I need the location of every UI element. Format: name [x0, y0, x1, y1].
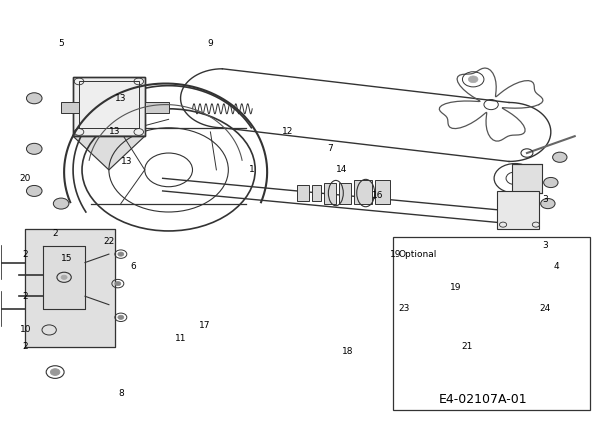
Text: 24: 24 — [539, 304, 550, 313]
Polygon shape — [25, 229, 115, 347]
Bar — [339, 182, 351, 204]
Bar — [297, 184, 309, 201]
Circle shape — [26, 93, 42, 104]
Text: 20: 20 — [20, 174, 31, 183]
Text: 2: 2 — [22, 342, 28, 351]
Text: 5: 5 — [58, 39, 64, 48]
Text: 13: 13 — [115, 94, 127, 103]
Polygon shape — [73, 136, 145, 170]
Bar — [312, 184, 321, 201]
Circle shape — [544, 178, 558, 187]
Circle shape — [118, 315, 124, 319]
Bar — [354, 180, 371, 204]
Circle shape — [53, 198, 69, 209]
Text: 19: 19 — [390, 250, 401, 259]
Text: 16: 16 — [372, 191, 383, 200]
Text: 2: 2 — [22, 250, 28, 259]
Text: 12: 12 — [283, 128, 294, 137]
Text: 3: 3 — [542, 241, 548, 250]
Circle shape — [61, 275, 67, 279]
Circle shape — [50, 369, 60, 375]
Bar — [374, 180, 389, 204]
Text: 17: 17 — [199, 321, 210, 330]
Text: 22: 22 — [103, 237, 115, 246]
Circle shape — [469, 76, 478, 83]
Text: E4-02107A-01: E4-02107A-01 — [439, 393, 527, 406]
Text: 14: 14 — [336, 165, 347, 174]
Bar — [497, 191, 539, 229]
Text: 13: 13 — [121, 157, 133, 166]
Bar — [61, 103, 79, 113]
Text: 19: 19 — [449, 283, 461, 292]
Text: 13: 13 — [109, 128, 121, 137]
Text: 15: 15 — [61, 254, 73, 263]
Text: 2: 2 — [22, 292, 28, 301]
Bar — [512, 164, 542, 193]
Text: 3: 3 — [542, 195, 548, 204]
Text: 6: 6 — [130, 262, 136, 271]
Text: 1: 1 — [250, 165, 255, 174]
Bar — [145, 103, 169, 113]
Bar — [324, 182, 336, 204]
Circle shape — [118, 252, 124, 256]
Text: 11: 11 — [175, 334, 187, 343]
Text: 23: 23 — [399, 304, 410, 313]
Text: 9: 9 — [208, 39, 213, 48]
Bar — [392, 237, 590, 410]
Text: 4: 4 — [554, 262, 560, 271]
Bar — [79, 81, 139, 128]
Text: 18: 18 — [342, 346, 353, 355]
Circle shape — [115, 282, 121, 286]
Bar — [73, 77, 145, 136]
Circle shape — [541, 198, 555, 209]
Circle shape — [26, 143, 42, 154]
Text: 21: 21 — [461, 342, 473, 351]
Text: 2: 2 — [52, 229, 58, 237]
Polygon shape — [43, 245, 85, 309]
Text: 10: 10 — [20, 326, 31, 335]
Bar — [73, 77, 145, 136]
Circle shape — [553, 152, 567, 162]
Text: 8: 8 — [118, 389, 124, 398]
Text: Optional: Optional — [398, 250, 437, 259]
Text: 7: 7 — [327, 144, 333, 153]
Circle shape — [26, 185, 42, 196]
